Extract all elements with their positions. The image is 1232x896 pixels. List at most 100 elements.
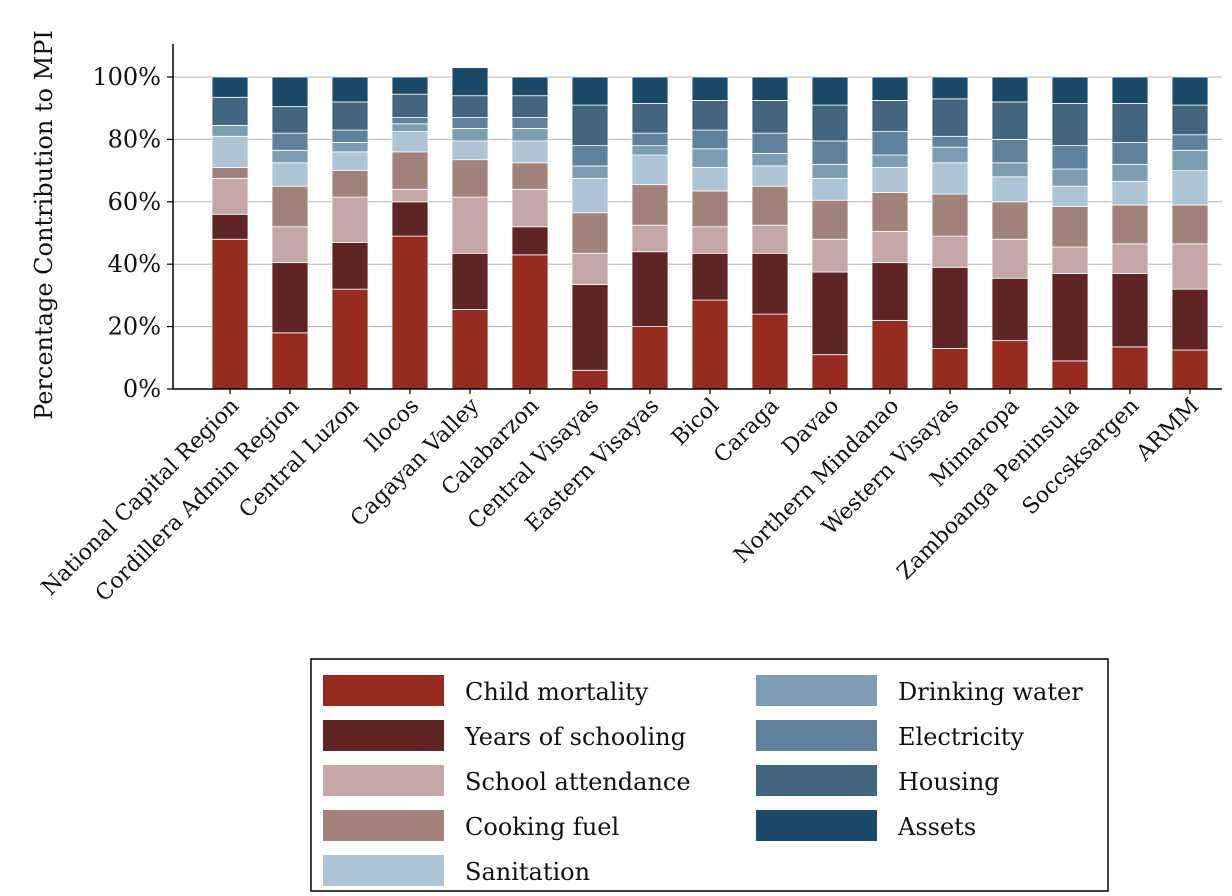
- bar-segment: [991, 176, 1029, 203]
- bar-segment: [811, 271, 849, 356]
- bar-segment: [451, 67, 489, 97]
- bar-segment: [391, 151, 429, 190]
- legend-label: Electricity: [898, 723, 1024, 751]
- legend-label: Cooking fuel: [465, 813, 619, 841]
- bar-segment: [871, 262, 909, 321]
- y-tick-label: 100%: [92, 63, 161, 91]
- y-tick-label: 20%: [108, 313, 161, 341]
- bar-segment: [271, 106, 309, 134]
- bar-segment: [1111, 103, 1149, 143]
- x-category-label: Caraga: [709, 394, 784, 469]
- bar-segment: [271, 76, 309, 108]
- legend-swatch: [323, 675, 444, 706]
- bar-segment: [931, 266, 969, 349]
- bar-segment: [691, 226, 729, 254]
- bar-segment: [331, 170, 369, 198]
- bars: [211, 67, 1209, 390]
- axes: [172, 44, 1222, 390]
- bar-segment: [391, 201, 429, 237]
- legend-swatch: [323, 765, 444, 796]
- bar-segment: [391, 117, 429, 125]
- bar-segment: [1171, 134, 1209, 151]
- bar-segment: [571, 212, 609, 254]
- bar-segment: [331, 142, 369, 153]
- bar-segment: [871, 154, 909, 168]
- bar-segment: [331, 288, 369, 390]
- y-axis-title: Percentage Contribution to MPI: [30, 30, 58, 420]
- bar-segment: [931, 98, 969, 137]
- bar-segment: [691, 129, 729, 150]
- bar-segment: [1171, 76, 1209, 106]
- bar-segment: [751, 313, 789, 390]
- bar-segment: [451, 159, 489, 198]
- y-tick-label: 80%: [108, 125, 161, 153]
- bar-segment: [811, 199, 849, 240]
- bar-segment: [571, 76, 609, 106]
- bar-segment: [451, 252, 489, 310]
- bar-segment: [451, 95, 489, 118]
- bar-segment: [1171, 288, 1209, 351]
- legend-label: Sanitation: [465, 858, 590, 886]
- bar-segment: [1111, 243, 1149, 274]
- bar-segment: [751, 252, 789, 315]
- bar-segment: [1051, 168, 1089, 187]
- bar-segment: [451, 309, 489, 390]
- bar-segment: [931, 193, 969, 237]
- x-category-label: ARMM: [1131, 394, 1204, 467]
- bar-segment: [1171, 104, 1209, 136]
- bar-segment: [1171, 243, 1209, 290]
- legend-label: Years of schooling: [464, 723, 686, 751]
- bar-segment: [751, 224, 789, 254]
- bar-segment: [991, 138, 1029, 164]
- bar-segment: [1171, 149, 1209, 172]
- bar-segment: [511, 117, 549, 129]
- legend-swatch: [323, 855, 444, 886]
- bar-segment: [631, 154, 669, 186]
- y-tick-label: 60%: [108, 188, 161, 216]
- bar-segment: [871, 319, 909, 390]
- legend-label: Assets: [897, 813, 976, 841]
- bar-segment: [1111, 181, 1149, 206]
- bar-segment: [511, 76, 549, 97]
- bar-segment: [631, 184, 669, 226]
- bar-segment: [751, 76, 789, 101]
- bar-segment: [571, 252, 609, 285]
- bar-segment: [391, 131, 429, 153]
- bar-segment: [631, 103, 669, 134]
- bar-segment: [751, 132, 789, 154]
- bar-segment: [811, 238, 849, 273]
- bar-segment: [751, 153, 789, 167]
- bar-segment: [1171, 170, 1209, 206]
- bar-segment: [631, 145, 669, 156]
- bar-segment: [691, 148, 729, 168]
- bar-segment: [391, 123, 429, 133]
- bar-segment: [271, 149, 309, 164]
- bar-segment: [931, 146, 969, 164]
- bar-segment: [331, 196, 369, 243]
- bar-segment: [211, 96, 249, 126]
- bar-segment: [751, 185, 789, 226]
- legend-swatch: [756, 810, 877, 841]
- bar-segment: [871, 76, 909, 101]
- bar-segment: [811, 177, 849, 201]
- bar-segment: [811, 140, 849, 165]
- bar-segment: [1171, 349, 1209, 390]
- bar-segment: [271, 132, 309, 151]
- bar-segment: [1171, 204, 1209, 245]
- bar-segment: [991, 340, 1029, 390]
- bar-segment: [511, 95, 549, 118]
- bar-segment: [331, 129, 369, 143]
- bar-segment: [691, 299, 729, 390]
- bar-segment: [871, 131, 909, 156]
- bar-segment: [571, 104, 609, 147]
- legend-swatch: [323, 810, 444, 841]
- bar-segment: [451, 128, 489, 142]
- bar-segment: [511, 128, 549, 142]
- bar-segment: [871, 192, 909, 232]
- bar-segment: [691, 76, 729, 101]
- bar-segment: [211, 213, 249, 240]
- bar-segment: [871, 100, 909, 133]
- bar-segment: [211, 124, 249, 137]
- y-tick-label: 0%: [123, 375, 161, 403]
